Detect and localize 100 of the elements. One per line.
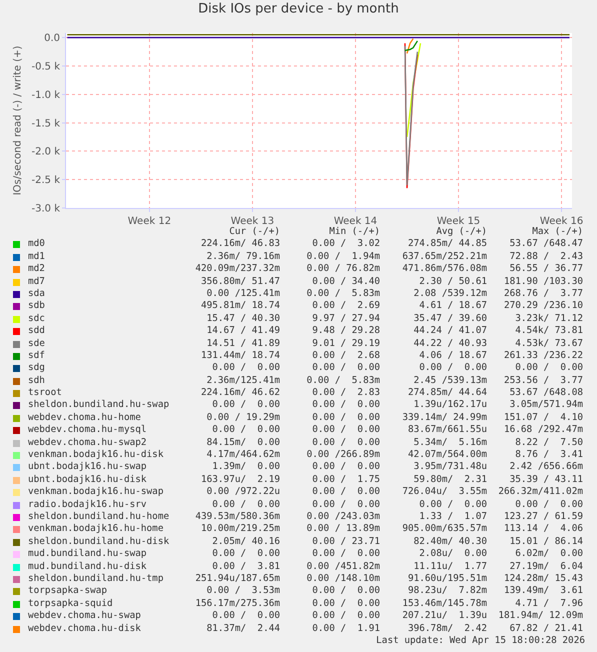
- text: 637.65m/252.21m: [401, 250, 487, 264]
- y-tick-label: 0.0: [44, 33, 60, 44]
- text: 0.00 / 3.53m: [206, 585, 280, 598]
- text: 5.34m/ 5.16m: [412, 436, 487, 450]
- text: 181.94m/ 12.09m: [497, 610, 583, 622]
- text: 0.00 / 0.00: [311, 610, 380, 622]
- y-tick-label: -2.0 k: [32, 146, 60, 158]
- text: 0.00 / 1.75: [311, 474, 380, 486]
- text: 0.00 / 0.00: [418, 362, 487, 375]
- legend-label: sdg: [28, 362, 46, 375]
- text: 9.48 / 29.28: [311, 325, 380, 338]
- text: 163.97u/ 2.19: [200, 474, 280, 486]
- text: 274.85m/ 44.64: [406, 387, 487, 400]
- text: 4.54k/ 73.81: [514, 325, 583, 338]
- text: 0.00 / 2.68: [311, 350, 380, 362]
- text: 0.00 / 5.83m: [306, 288, 380, 300]
- x-tick-label: Week 16: [540, 216, 584, 227]
- text: Last update: Wed Apr 15 18:00:28 2026: [375, 634, 586, 648]
- y-tick-label: -0.5 k: [32, 61, 60, 72]
- text: 2.42 /656.66m: [508, 461, 583, 474]
- text: 91.60u/195.51m: [406, 572, 487, 586]
- text: 8.22 / 7.50: [514, 436, 583, 450]
- text: 16.68 /292.47m: [502, 424, 583, 437]
- text: Min (-/+): [328, 226, 380, 238]
- text: 0.00 / 0.00: [311, 598, 380, 610]
- text: 14.67 / 41.49: [206, 325, 280, 338]
- legend-label: sheldon.bundiland.hu-home: [28, 510, 170, 524]
- legend-label: torpsapka-squid: [28, 598, 114, 610]
- text: Max (-/+): [531, 226, 583, 238]
- text: 4.53k/ 73.67: [514, 338, 583, 350]
- text: 274.85m/ 44.85: [406, 238, 487, 251]
- text: 0.00 / 5.83m: [306, 374, 380, 388]
- text: 98.23u/ 7.82m: [406, 585, 487, 598]
- text: 261.33 /236.22: [502, 350, 583, 362]
- legend-label: venkman.bodajk16.hu-swap: [28, 486, 164, 499]
- text: 35.39 / 43.11: [508, 474, 583, 486]
- text: 0.00 / 3.81: [211, 560, 280, 573]
- text: 224.16m/ 46.83: [200, 238, 280, 251]
- text: 270.29 /236.10: [502, 300, 583, 313]
- legend-label: webdev.choma.hu-swap2: [28, 436, 148, 450]
- chart-title: Disk IOs per device - by month: [198, 2, 399, 17]
- text: 0.00 / 1.91: [311, 622, 380, 635]
- legend-label: webdev.choma.hu-disk: [28, 622, 142, 635]
- text: 0.00 / 0.00: [311, 548, 380, 561]
- y-tick-label: -1.0 k: [32, 90, 60, 101]
- text: 113.14 / 4.06: [502, 523, 583, 536]
- text: 471.86m/576.08m: [401, 263, 487, 276]
- text: 0.00 / 0.00: [311, 498, 380, 511]
- text: 0.00 / 0.00: [311, 412, 380, 424]
- text: 2.08u/ 0.00: [418, 548, 487, 561]
- text: 0.00 / 13.89m: [306, 523, 380, 536]
- legend-label: ubnt.bodajk16.hu-disk: [28, 474, 148, 486]
- legend-label: webdev.choma.hu-mysql: [28, 424, 148, 437]
- legend-label: md1: [28, 250, 46, 264]
- text: 35.47 / 39.60: [412, 312, 487, 326]
- text: 0.00 / 2.83: [311, 387, 380, 400]
- legend-label: radio.bodajk16.hu-srv: [28, 498, 148, 511]
- legend-label: tsroot: [28, 387, 63, 400]
- text: 3.05m/571.94m: [508, 399, 583, 412]
- text: 0.00 /266.89m: [306, 449, 380, 462]
- text: 0.00 /243.03m: [306, 510, 380, 524]
- text: 10.00m/219.25m: [200, 523, 280, 536]
- text: 0.00 / 0.00: [514, 498, 583, 511]
- text: 0.00 / 0.00: [311, 362, 380, 375]
- text: 67.82 / 21.41: [508, 622, 583, 635]
- text: 72.88 / 2.43: [508, 250, 583, 264]
- text: 0.00 /972.22u: [206, 486, 280, 499]
- text: 396.78m/ 2.42: [406, 622, 487, 635]
- text: 53.67 /648.08: [508, 387, 583, 400]
- x-tick-label: Week 14: [334, 216, 378, 227]
- text: 2.05m/ 40.16: [211, 536, 280, 548]
- text: 0.00 / 23.71: [311, 536, 380, 548]
- text: 0.00 / 0.00: [211, 548, 280, 561]
- text: 131.44m/ 18.74: [200, 350, 280, 362]
- text: 1.33 / 1.07: [418, 510, 487, 524]
- legend-label: sdf: [28, 350, 46, 362]
- text: 2.36m/ 79.16m: [206, 250, 280, 264]
- legend-label: sdb: [28, 300, 46, 313]
- legend-label: sheldon.bundiland.hu-disk: [28, 536, 170, 548]
- text: 1.39m/ 0.00: [211, 461, 280, 474]
- text: 0.00 / 0.00: [211, 424, 280, 437]
- text: 59.80m/ 2.31: [412, 474, 487, 486]
- text: 0.00 / 76.82m: [306, 263, 380, 276]
- legend-label: torpsapka-swap: [28, 585, 108, 598]
- text: 15.01 / 86.14: [508, 536, 583, 548]
- legend-label: md2: [28, 263, 46, 276]
- text: 0.00 / 0.00: [311, 486, 380, 499]
- text: 439.53m/580.36m: [194, 510, 280, 524]
- text: 8.76 / 3.41: [514, 449, 583, 462]
- text: 0.00 / 0.00: [311, 461, 380, 474]
- legend-label: md0: [28, 238, 46, 251]
- text: 153.46m/145.78m: [401, 598, 487, 610]
- y-axis-title: IOs/second read (-) / write (+): [12, 46, 24, 196]
- text: 0.00 / 0.00: [311, 436, 380, 450]
- line-series: [406, 42, 422, 138]
- x-tick-label: Week 12: [128, 216, 172, 227]
- text: 4.06 / 18.67: [418, 350, 487, 362]
- y-tick-label: -1.5 k: [32, 118, 60, 130]
- text: 0.00 / 3.02: [311, 238, 380, 251]
- legend-label: sdd: [28, 325, 46, 338]
